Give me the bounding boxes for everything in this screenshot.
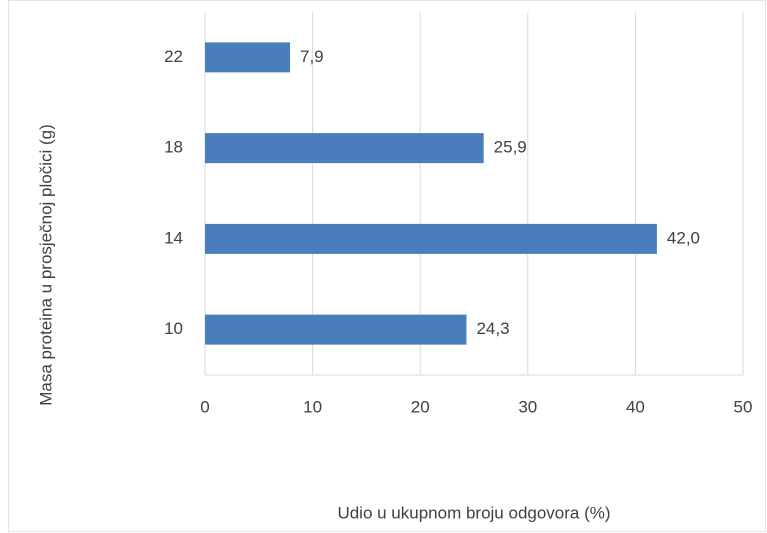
y-tick-label: 22	[164, 47, 183, 66]
y-tick-label: 18	[164, 138, 183, 157]
chart-border	[8, 0, 766, 532]
x-tick-label: 0	[200, 397, 209, 416]
bar	[205, 314, 467, 345]
value-label: 7,9	[300, 47, 324, 66]
x-tick-label: 40	[626, 397, 645, 416]
x-axis-title: Udio u ukupnom broju odgovora (%)	[337, 503, 610, 522]
x-tick-label: 20	[411, 397, 430, 416]
x-tick-label: 50	[734, 397, 753, 416]
x-tick-label: 10	[303, 397, 322, 416]
bar	[205, 42, 291, 73]
x-tick-label: 30	[518, 397, 537, 416]
y-tick-label: 14	[164, 228, 183, 247]
value-label: 24,3	[476, 319, 509, 338]
bar	[205, 133, 484, 164]
bar	[205, 223, 657, 254]
y-axis-title: Masa proteina u prosječnoj pločici (g)	[36, 124, 55, 406]
value-label: 25,9	[494, 138, 527, 157]
y-tick-label: 10	[164, 319, 183, 338]
value-label: 42,0	[667, 228, 700, 247]
